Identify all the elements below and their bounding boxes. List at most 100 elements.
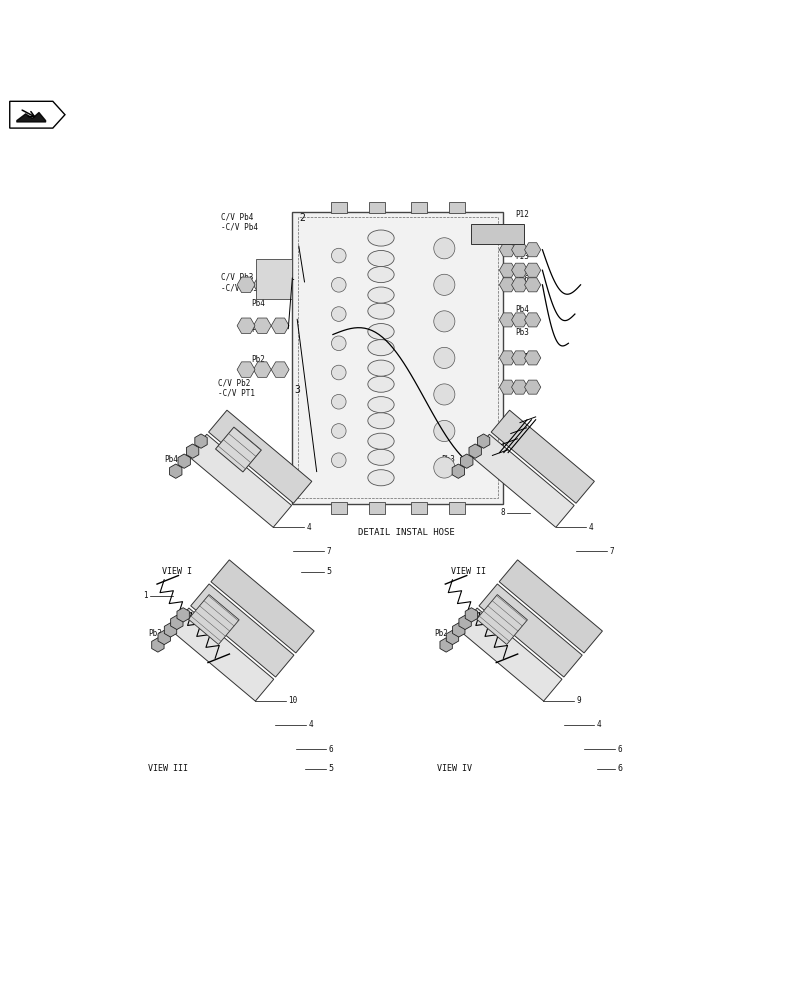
Ellipse shape [367, 303, 393, 319]
Polygon shape [170, 615, 182, 630]
Polygon shape [458, 615, 470, 630]
Polygon shape [511, 263, 527, 277]
Polygon shape [237, 362, 255, 377]
Polygon shape [211, 560, 314, 653]
Text: 7: 7 [608, 547, 613, 556]
Text: 2: 2 [298, 213, 304, 223]
Text: Pb3: Pb3 [148, 629, 162, 638]
Text: Pb6: Pb6 [515, 275, 529, 284]
Text: 6: 6 [328, 745, 333, 754]
Circle shape [433, 311, 454, 332]
Ellipse shape [367, 449, 393, 465]
Text: Pb4: Pb4 [251, 299, 265, 308]
Ellipse shape [367, 470, 393, 486]
Polygon shape [499, 380, 515, 394]
Polygon shape [511, 380, 527, 394]
Text: Pb2: Pb2 [251, 355, 265, 364]
Text: 1: 1 [143, 591, 148, 600]
Text: 10: 10 [288, 696, 298, 705]
Ellipse shape [367, 413, 393, 429]
Text: Pb4: Pb4 [164, 455, 178, 464]
Ellipse shape [367, 267, 393, 283]
Ellipse shape [367, 397, 393, 413]
Text: 8: 8 [500, 508, 504, 517]
Polygon shape [253, 318, 271, 333]
Ellipse shape [367, 376, 393, 392]
Polygon shape [524, 351, 540, 365]
Text: 9: 9 [576, 696, 581, 705]
Polygon shape [499, 243, 515, 257]
Text: 7: 7 [326, 547, 331, 556]
Bar [448, 202, 465, 213]
Polygon shape [499, 313, 515, 327]
Circle shape [331, 278, 345, 292]
Text: 3: 3 [294, 385, 299, 395]
Polygon shape [460, 454, 472, 468]
Text: 4: 4 [308, 720, 313, 729]
Polygon shape [187, 444, 199, 458]
Polygon shape [469, 444, 481, 458]
Polygon shape [253, 277, 271, 293]
Polygon shape [446, 630, 458, 645]
Bar [292, 212, 503, 504]
Circle shape [331, 424, 345, 438]
Ellipse shape [367, 250, 393, 267]
Polygon shape [499, 560, 602, 653]
Text: 4: 4 [588, 523, 593, 532]
Polygon shape [178, 454, 190, 468]
Circle shape [433, 457, 454, 478]
Bar [368, 202, 384, 213]
Circle shape [433, 238, 454, 259]
Polygon shape [237, 277, 255, 293]
Polygon shape [524, 380, 540, 394]
Text: C/V Pb2
-C/V PT1: C/V Pb2 -C/V PT1 [217, 378, 255, 398]
Polygon shape [477, 434, 489, 448]
Polygon shape [524, 313, 540, 327]
Text: Pb3: Pb3 [440, 455, 454, 464]
Circle shape [331, 248, 345, 263]
Circle shape [433, 274, 454, 295]
Polygon shape [10, 101, 65, 128]
Circle shape [433, 420, 454, 442]
Ellipse shape [367, 230, 393, 246]
Text: PI1: PI1 [515, 353, 529, 362]
Text: 4: 4 [306, 523, 311, 532]
Polygon shape [253, 362, 271, 377]
Polygon shape [195, 434, 207, 448]
Polygon shape [170, 608, 273, 701]
Text: 5: 5 [328, 764, 333, 773]
Polygon shape [499, 278, 515, 292]
Ellipse shape [367, 433, 393, 449]
Text: 5: 5 [326, 567, 331, 576]
Polygon shape [491, 410, 594, 503]
Bar [330, 502, 346, 514]
Text: 6: 6 [616, 745, 621, 754]
Polygon shape [169, 464, 182, 478]
Polygon shape [440, 638, 452, 652]
Ellipse shape [367, 287, 393, 303]
Polygon shape [215, 427, 261, 472]
Text: 4: 4 [596, 720, 601, 729]
Bar [255, 259, 292, 299]
Ellipse shape [367, 324, 393, 340]
Ellipse shape [367, 360, 393, 376]
Text: Pb3: Pb3 [251, 325, 265, 334]
Circle shape [331, 394, 345, 409]
Polygon shape [458, 608, 561, 701]
Polygon shape [511, 313, 527, 327]
Text: 6: 6 [616, 764, 621, 773]
Polygon shape [452, 464, 464, 478]
Circle shape [331, 365, 345, 380]
Polygon shape [164, 623, 177, 637]
Polygon shape [452, 623, 465, 637]
Polygon shape [499, 351, 515, 365]
Bar [410, 202, 427, 213]
Polygon shape [511, 351, 527, 365]
Text: 1: 1 [289, 272, 294, 282]
Polygon shape [271, 318, 289, 333]
Polygon shape [188, 434, 291, 527]
Text: C/V Pb3
-C/V Pb3: C/V Pb3 -C/V Pb3 [221, 273, 258, 292]
Polygon shape [524, 278, 540, 292]
Polygon shape [177, 608, 189, 622]
Polygon shape [271, 362, 289, 377]
